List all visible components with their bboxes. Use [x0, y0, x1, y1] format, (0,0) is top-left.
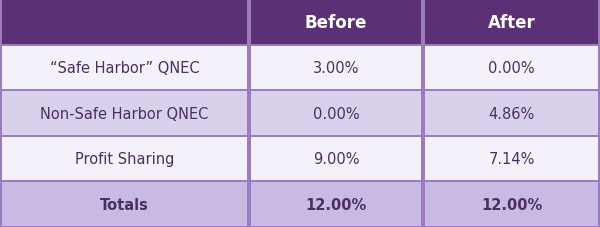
Bar — [251, 92, 421, 135]
Bar — [251, 1, 421, 44]
Bar — [425, 92, 598, 135]
Text: 0.00%: 0.00% — [488, 61, 535, 76]
Text: 7.14%: 7.14% — [488, 151, 535, 166]
Bar — [251, 46, 421, 90]
Text: Before: Before — [305, 14, 367, 32]
Bar — [251, 183, 421, 226]
Text: “Safe Harbor” QNEC: “Safe Harbor” QNEC — [50, 61, 199, 76]
Text: 9.00%: 9.00% — [313, 151, 359, 166]
Text: Totals: Totals — [100, 197, 149, 212]
Text: Profit Sharing: Profit Sharing — [75, 151, 174, 166]
Bar — [425, 1, 598, 44]
Text: 0.00%: 0.00% — [313, 106, 359, 121]
Bar — [251, 137, 421, 181]
Text: 4.86%: 4.86% — [488, 106, 535, 121]
Text: 3.00%: 3.00% — [313, 61, 359, 76]
Text: 12.00%: 12.00% — [305, 197, 367, 212]
Text: 12.00%: 12.00% — [481, 197, 542, 212]
Bar — [2, 46, 247, 90]
Text: After: After — [488, 14, 535, 32]
Bar — [2, 137, 247, 181]
Bar — [2, 1, 247, 44]
Bar — [425, 46, 598, 90]
Text: Non-Safe Harbor QNEC: Non-Safe Harbor QNEC — [40, 106, 209, 121]
Bar — [425, 137, 598, 181]
Bar — [2, 183, 247, 226]
Bar — [425, 183, 598, 226]
Bar — [2, 92, 247, 135]
